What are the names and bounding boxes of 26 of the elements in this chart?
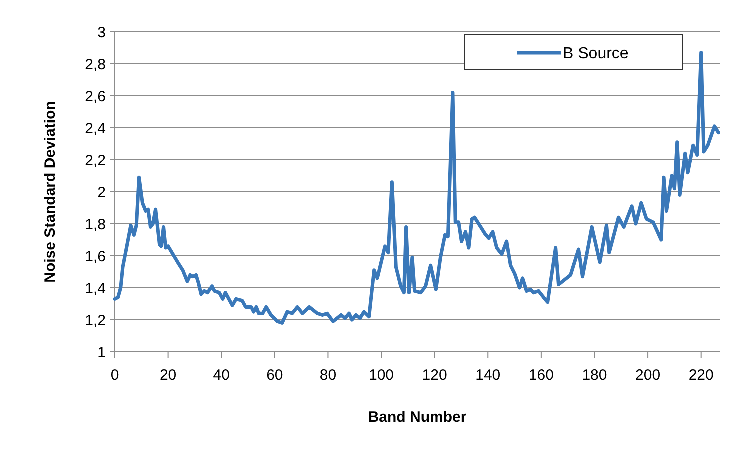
y-tick-label: 2,4 xyxy=(85,120,106,138)
x-tick-label: 120 xyxy=(422,367,448,384)
y-tick-label: 2,6 xyxy=(85,88,106,106)
y-tick-label: 2,2 xyxy=(85,152,106,170)
x-tick-label: 180 xyxy=(582,367,608,384)
x-axis-title: Band Number xyxy=(368,409,467,426)
y-tick-label: 1,8 xyxy=(85,216,106,234)
x-tick-label: 40 xyxy=(213,367,230,384)
y-tick-label: 1,4 xyxy=(85,280,106,298)
x-tick-label: 60 xyxy=(266,367,284,384)
x-tick-label: 160 xyxy=(528,367,554,384)
x-tick-label: 0 xyxy=(110,367,120,384)
x-tick-label: 200 xyxy=(636,367,661,384)
x-tick-label: 100 xyxy=(369,367,394,384)
x-tick-label: 220 xyxy=(688,367,714,384)
y-tick-label: 1,6 xyxy=(85,248,106,266)
x-tick-label: 140 xyxy=(476,367,501,384)
y-tick-label: 1,2 xyxy=(85,312,106,330)
y-tick-label: 2,8 xyxy=(85,56,106,74)
legend-label: B Source xyxy=(563,46,629,63)
x-tick-label: 20 xyxy=(160,367,177,384)
y-tick-label: 3 xyxy=(98,24,106,42)
y-tick-label: 2 xyxy=(98,184,106,202)
y-axis-title: Noise Standard Deviation xyxy=(42,101,59,283)
x-tick-label: 80 xyxy=(320,367,337,384)
y-tick-label: 1 xyxy=(98,344,106,362)
